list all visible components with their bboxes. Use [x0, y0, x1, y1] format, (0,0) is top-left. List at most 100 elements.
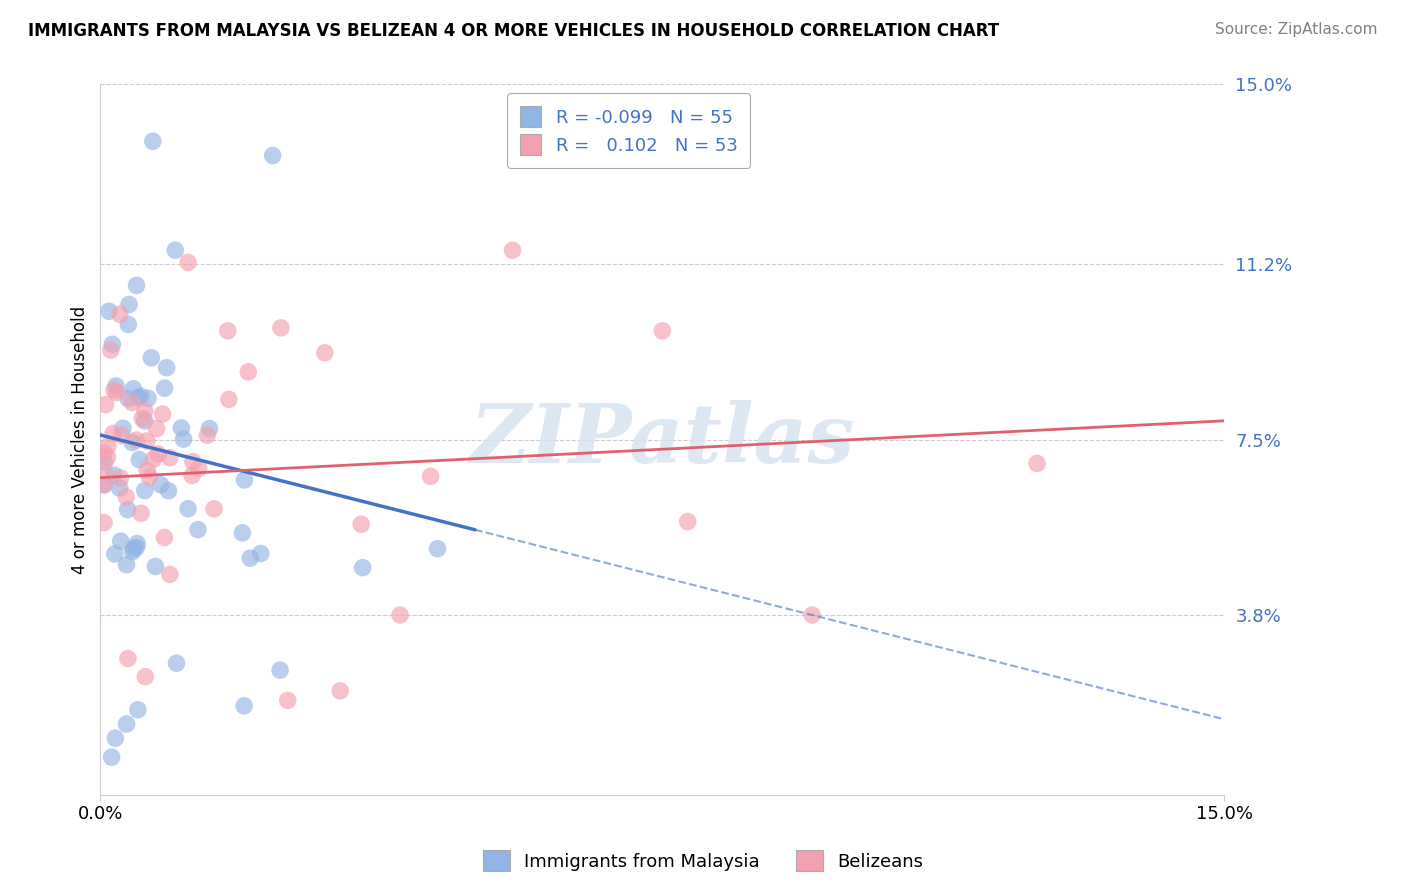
Point	[146, 447, 169, 461]
Point	[115, 717, 138, 731]
Point	[104, 547, 127, 561]
Point	[111, 421, 134, 435]
Point	[104, 731, 127, 746]
Text: Source: ZipAtlas.com: Source: ZipAtlas.com	[1215, 22, 1378, 37]
Point	[165, 244, 187, 258]
Legend: R = -0.099   N = 55, R =   0.102   N = 53: R = -0.099 N = 55, R = 0.102 N = 53	[508, 94, 751, 168]
Point	[181, 455, 204, 469]
Point	[127, 391, 149, 405]
Point	[170, 421, 193, 435]
Point	[153, 530, 176, 544]
Text: ZIPatlas: ZIPatlas	[470, 400, 855, 480]
Point	[156, 360, 179, 375]
Point	[157, 483, 180, 498]
Point	[277, 693, 299, 707]
Point	[108, 307, 131, 321]
Point	[103, 383, 125, 397]
Point	[166, 656, 188, 670]
Point	[129, 506, 152, 520]
Point	[198, 421, 221, 435]
Point	[134, 414, 156, 428]
Point	[135, 434, 157, 448]
Point	[218, 392, 240, 407]
Point	[136, 392, 159, 406]
Point	[105, 385, 128, 400]
Point	[117, 651, 139, 665]
Point	[501, 244, 523, 258]
Point	[100, 343, 122, 357]
Point	[159, 450, 181, 465]
Point	[121, 435, 143, 450]
Point	[152, 407, 174, 421]
Point	[270, 321, 292, 335]
Point	[138, 470, 160, 484]
Point	[125, 278, 148, 293]
Point	[134, 483, 156, 498]
Point	[115, 558, 138, 572]
Point	[141, 351, 163, 365]
Point	[142, 134, 165, 148]
Point	[426, 541, 449, 556]
Y-axis label: 4 or more Vehicles in Household: 4 or more Vehicles in Household	[72, 306, 89, 574]
Point	[159, 567, 181, 582]
Point	[195, 428, 218, 442]
Point	[121, 395, 143, 409]
Point	[101, 337, 124, 351]
Point	[233, 473, 256, 487]
Point	[262, 148, 284, 162]
Point	[117, 392, 139, 406]
Point	[173, 432, 195, 446]
Point	[115, 490, 138, 504]
Point	[249, 547, 271, 561]
Point	[801, 608, 824, 623]
Point	[238, 365, 260, 379]
Text: IMMIGRANTS FROM MALAYSIA VS BELIZEAN 4 OR MORE VEHICLES IN HOUSEHOLD CORRELATION: IMMIGRANTS FROM MALAYSIA VS BELIZEAN 4 O…	[28, 22, 1000, 40]
Point	[117, 318, 139, 332]
Point	[110, 471, 132, 485]
Point	[145, 421, 167, 435]
Point	[389, 608, 412, 623]
Point	[177, 255, 200, 269]
Point	[108, 481, 131, 495]
Point	[94, 398, 117, 412]
Point	[136, 463, 159, 477]
Point	[100, 750, 122, 764]
Point	[97, 304, 120, 318]
Point	[105, 379, 128, 393]
Point	[93, 478, 115, 492]
Point	[651, 324, 673, 338]
Point	[269, 663, 291, 677]
Point	[153, 381, 176, 395]
Point	[352, 560, 374, 574]
Point	[125, 433, 148, 447]
Point	[127, 536, 149, 550]
Point	[129, 389, 152, 403]
Point	[233, 698, 256, 713]
Legend: Immigrants from Malaysia, Belizeans: Immigrants from Malaysia, Belizeans	[475, 843, 931, 879]
Point	[93, 465, 115, 479]
Point	[676, 515, 699, 529]
Point	[93, 477, 115, 491]
Point	[350, 517, 373, 532]
Point	[97, 450, 120, 465]
Point	[187, 523, 209, 537]
Point	[121, 544, 143, 558]
Point	[97, 439, 120, 453]
Point	[122, 382, 145, 396]
Point	[202, 501, 225, 516]
Point	[93, 456, 115, 470]
Point	[314, 346, 336, 360]
Point	[134, 404, 156, 418]
Point	[329, 683, 352, 698]
Point	[134, 670, 156, 684]
Point	[419, 469, 441, 483]
Point	[110, 428, 132, 442]
Point	[93, 516, 115, 530]
Point	[110, 534, 132, 549]
Point	[143, 559, 166, 574]
Point	[122, 541, 145, 556]
Point	[239, 551, 262, 566]
Point	[142, 452, 165, 467]
Point	[103, 468, 125, 483]
Point	[231, 525, 253, 540]
